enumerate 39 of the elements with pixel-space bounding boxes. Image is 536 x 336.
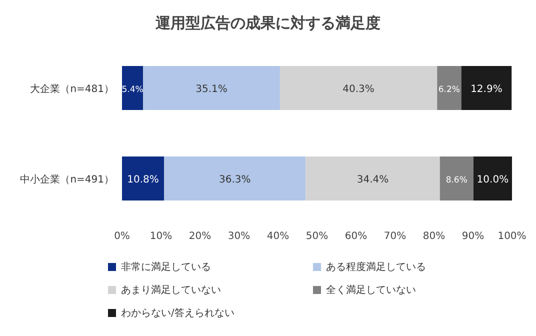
bar: [440, 156, 474, 200]
bar: [437, 66, 462, 110]
y-tick-label: 中小企業（n=491）: [20, 173, 114, 186]
bar: [122, 66, 144, 110]
legend-label: ある程度満足している: [326, 260, 426, 274]
bar: [164, 156, 306, 200]
y-tick-label: 大企業（n=481）: [30, 82, 114, 95]
data-label: 34.4%: [356, 174, 389, 186]
data-label: 8.6%: [446, 176, 468, 186]
data-label: 35.1%: [196, 84, 228, 95]
data-label: 10.8%: [127, 174, 159, 186]
x-tick-label: 0%: [114, 231, 130, 242]
data-label: 40.3%: [342, 84, 374, 95]
x-tick-label: 20%: [188, 231, 212, 242]
data-label: 6.2%: [438, 85, 460, 95]
x-tick-label: 10%: [150, 231, 172, 242]
data-label: 12.9%: [470, 84, 502, 95]
x-tick-label: 70%: [384, 231, 406, 242]
legend-label: 全く満足していない: [326, 284, 416, 297]
bar: [461, 66, 512, 110]
x-tick-label: 100%: [498, 231, 526, 242]
legend-label: わからない/答えられない: [121, 307, 234, 320]
x-tick-label: 40%: [266, 231, 290, 242]
x-tick-label: 60%: [344, 231, 368, 242]
bar: [122, 156, 164, 200]
x-tick-label: 30%: [228, 231, 250, 242]
x-tick-label: 90%: [462, 231, 484, 242]
data-label: 5.4%: [122, 85, 144, 95]
chart-title: 運用型広告の成果に対する満足度: [154, 14, 382, 33]
bar: [473, 156, 512, 200]
bar: [280, 66, 438, 110]
legend-label: あまり満足していない: [121, 284, 221, 297]
x-tick-label: 50%: [306, 231, 328, 242]
legend-label: 非常に満足している: [121, 260, 211, 274]
bar: [306, 156, 440, 200]
data-label: 10.0%: [476, 174, 509, 186]
bar: [143, 66, 280, 110]
data-label: 36.3%: [219, 174, 251, 186]
x-tick-label: 80%: [422, 231, 446, 242]
